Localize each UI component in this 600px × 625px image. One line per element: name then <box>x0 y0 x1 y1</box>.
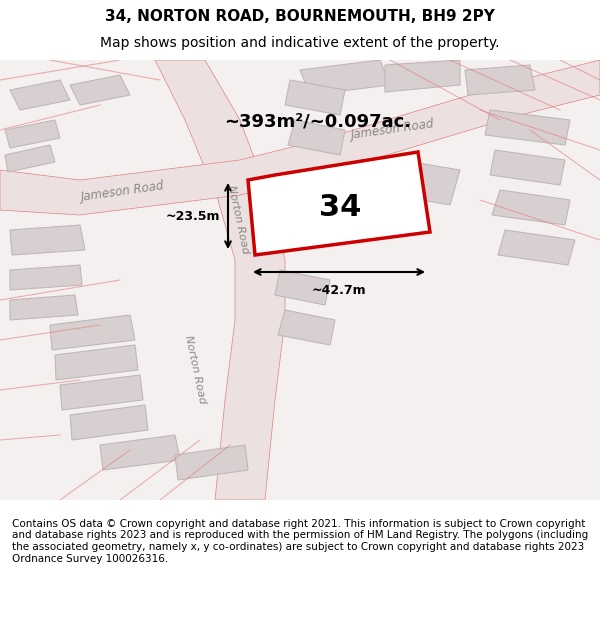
Polygon shape <box>175 445 248 480</box>
Polygon shape <box>5 120 60 148</box>
Polygon shape <box>485 110 570 145</box>
Text: ~23.5m: ~23.5m <box>166 209 220 222</box>
Polygon shape <box>55 345 138 380</box>
Polygon shape <box>60 375 143 410</box>
Polygon shape <box>248 152 430 255</box>
Polygon shape <box>70 75 130 105</box>
Polygon shape <box>288 120 345 155</box>
Polygon shape <box>392 160 460 205</box>
Text: ~42.7m: ~42.7m <box>311 284 367 297</box>
Polygon shape <box>10 265 82 290</box>
Text: Norton Road: Norton Road <box>183 335 207 405</box>
Text: Map shows position and indicative extent of the property.: Map shows position and indicative extent… <box>100 36 500 50</box>
Text: Norton Road: Norton Road <box>226 185 250 255</box>
Polygon shape <box>275 270 330 305</box>
Polygon shape <box>10 225 85 255</box>
Text: Contains OS data © Crown copyright and database right 2021. This information is : Contains OS data © Crown copyright and d… <box>12 519 588 564</box>
Polygon shape <box>10 295 78 320</box>
Polygon shape <box>465 65 535 95</box>
Polygon shape <box>385 60 460 92</box>
Text: ~393m²/~0.097ac.: ~393m²/~0.097ac. <box>224 112 412 130</box>
Polygon shape <box>70 405 148 440</box>
Text: Jameson Road: Jameson Road <box>80 180 165 204</box>
Polygon shape <box>155 60 285 500</box>
Polygon shape <box>498 230 575 265</box>
Polygon shape <box>0 60 600 215</box>
Polygon shape <box>100 435 180 470</box>
Polygon shape <box>10 80 70 110</box>
Polygon shape <box>50 315 135 350</box>
Text: 34, NORTON ROAD, BOURNEMOUTH, BH9 2PY: 34, NORTON ROAD, BOURNEMOUTH, BH9 2PY <box>105 9 495 24</box>
Text: 34: 34 <box>319 194 361 222</box>
Polygon shape <box>490 150 565 185</box>
Polygon shape <box>5 145 55 172</box>
Polygon shape <box>300 60 390 95</box>
Polygon shape <box>492 190 570 225</box>
Text: Jameson Road: Jameson Road <box>350 118 435 142</box>
Polygon shape <box>285 80 345 115</box>
Polygon shape <box>278 310 335 345</box>
